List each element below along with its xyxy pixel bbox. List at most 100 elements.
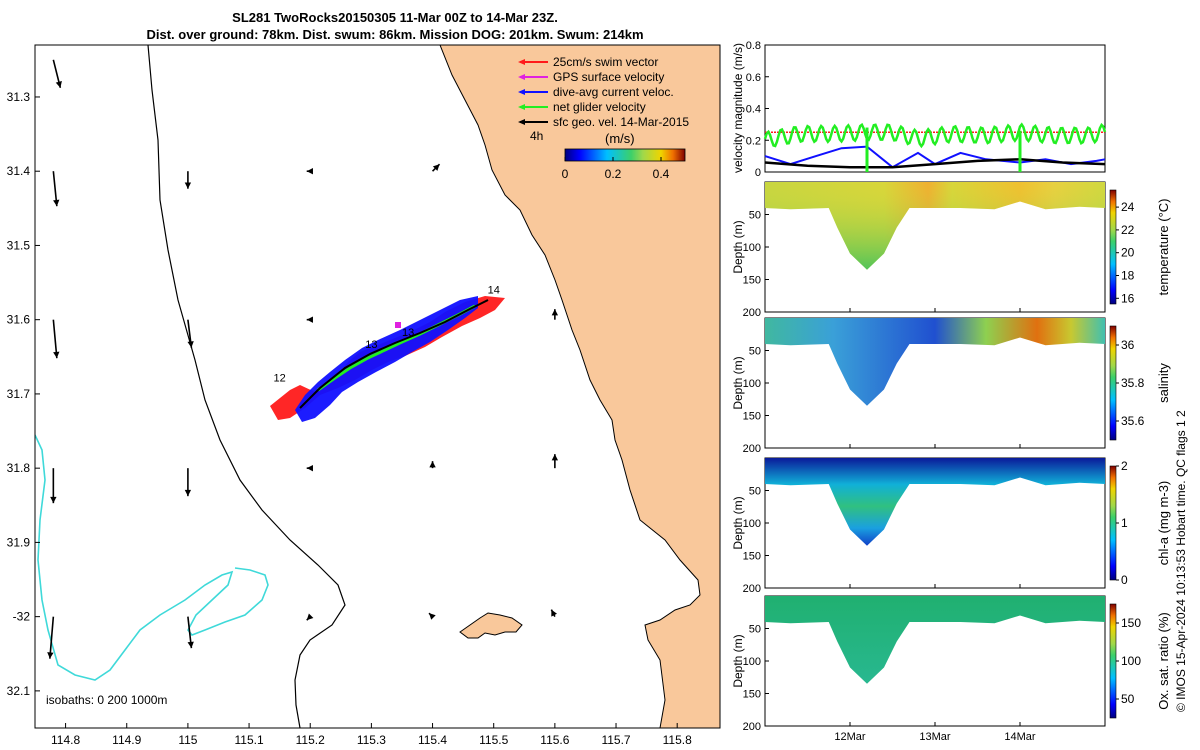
map-x-tick-label: 115.4 [418,733,447,747]
map-y-axis: 31.3 31.4 31.5 31.6 31.7 31.8 31.9 -32 32.1 [7,90,40,698]
colorbar-tick-label: 24 [1121,200,1135,214]
map-y-tick-label: 31.7 [7,387,31,401]
section-oxygen-field [765,596,1105,684]
map-y-tick-label: 31.3 [7,90,31,104]
map-x-tick-label: 114.8 [51,733,80,747]
geo-vector-arrow [52,171,60,207]
section-y-label: Depth (m) [731,220,745,273]
depth-tick-label: 100 [743,242,761,254]
map-y-tick-label: 32.1 [7,684,31,698]
velocity-series [763,122,1107,172]
velocity-y-axis: 0 0.2 0.4 0.6 0.8 [746,40,769,179]
section-y-label: Depth (m) [731,356,745,409]
speed-colorbar-ticks: 0 0.2 0.4 [562,157,670,181]
velocity-y-tick-label: 0.2 [746,135,761,147]
depth-tick-label: 200 [743,721,761,733]
map-x-tick-label: 115.6 [540,733,569,747]
geo-vector-arrow [52,59,62,89]
map-y-tick-label: -32 [13,610,31,624]
map-x-tick-label: 114.9 [112,733,141,747]
geo-vector-arrow [551,454,559,469]
section-chla-field [765,458,1105,546]
glider-track[interactable] [270,296,505,422]
rottnest-island [459,612,523,639]
colorbar-tick-label: 35.6 [1121,414,1145,428]
depth-tick-label: 150 [743,411,761,423]
velocity-y-tick-label: 0.4 [746,104,761,116]
legend-arrowhead [518,119,525,125]
legend-label: 25cm/s swim vector [553,55,658,69]
isobath-200m [147,45,346,728]
geo-vector-arrow [187,616,194,649]
section-panel-chla[interactable]: 50 100 150 200 Depth (m) 0 1 2 chl-a (mg m-3) [731,457,1171,595]
map-x-tick-label: 115.1 [234,733,263,747]
section-colorbar [1109,465,1117,581]
time-tick-label: 14Mar [1004,731,1036,743]
map-x-tick-label: 115.8 [663,733,692,747]
colorbar-title: (m/s) [605,131,635,146]
geo-vector-arrow [429,461,436,469]
map-frame [34,44,721,729]
geo-vector-field [47,59,559,659]
geo-vector-arrow [184,171,192,189]
section-panel-salinity[interactable]: 50 100 150 200 Depth (m) 35.6 35.8 36 salinity [731,317,1171,455]
footer-credit: © IMOS 15-Apr-2024 10:13:53 Hobart time.… [1174,410,1188,712]
colorbar-tick-label: 2 [1121,459,1128,473]
colorbar-tick-label: 20 [1121,246,1135,260]
colorbar-tick-label: 50 [1121,692,1135,706]
section-y-label: Depth (m) [731,634,745,687]
colorbar-tick-label: 36 [1121,338,1135,352]
colorbar-tick-label: 0 [562,167,569,181]
colorbar-tick-label: 0 [1121,573,1128,587]
depth-tick-label: 100 [743,378,761,390]
legend-item: 25cm/s swim vector [518,55,658,69]
colorbar-tick-label: 100 [1121,654,1141,668]
day-label: 14 [488,285,500,297]
map-x-tick-label: 115.2 [296,733,325,747]
isobath-1000m [35,434,269,681]
velocity-y-tick-label: 0.8 [746,40,761,52]
geo-vector-arrow [47,616,55,659]
map-x-tick-label: 115.7 [601,733,630,747]
section-temperature-deep-field [765,182,1105,270]
depth-tick-label: 150 [743,689,761,701]
section-panel-temperature[interactable]: 50 100 150 200 Depth (m) 16 18 20 22 24 temperatur… [731,181,1171,319]
geo-vector-arrow [306,613,314,621]
depth-tick-label: 50 [749,210,761,222]
colorbar-tick-label: 35.8 [1121,376,1145,390]
speed-colorbar [564,148,686,162]
geo-vector-arrow [306,168,313,175]
section-panel-oxygen[interactable]: 50 100 150 200 Depth (m) 50 100 150 Ox. sat. rat… [731,595,1171,733]
day-label: 13 [365,339,377,351]
colorbar-label: salinity [1156,363,1171,403]
map-panel[interactable]: 12 13 13 14 114.8 114.9 115 115.1 115.2 115.3 115… [7,44,721,747]
depth-tick-label: 150 [743,551,761,563]
legend-item: dive-avg current veloc. [518,85,674,99]
legend-item: sfc geo. vel. 14-Mar-2015 [518,115,689,129]
section-colorbar [1109,603,1117,719]
geo-vector-arrow [52,319,60,359]
geo-vector-arrow [428,612,436,620]
colorbar-label: chl-a (mg m-3) [1156,481,1171,566]
figure-title-line2: Dist. over ground: 78km. Dist. swum: 86k… [146,27,644,42]
velocity-y-tick-label: 0.6 [746,72,761,84]
velocity-series-net [763,122,1107,149]
depth-tick-label: 50 [749,486,761,498]
depth-tick-label: 200 [743,583,761,595]
velocity-panel[interactable]: 0 0.2 0.4 0.6 0.8 velocity magnitude (m/s) [731,40,1107,179]
depth-tick-label: 200 [743,443,761,455]
depth-tick-label: 50 [749,346,761,358]
colorbar-tick-label: 22 [1121,223,1135,237]
geo-vector-arrow [50,468,57,504]
map-y-tick-label: 31.8 [7,461,31,475]
section-colorbar [1109,189,1117,305]
velocity-series-geo [764,158,1106,169]
depth-tick-label: 150 [743,275,761,287]
map-x-tick-label: 115 [178,733,197,747]
colorbar-label: Ox. sat. ratio (%) [1156,612,1171,710]
legend-arrowhead [518,89,525,95]
geo-vector-arrow [306,464,313,472]
geo-vector-arrow [431,163,441,172]
velocity-y-label: velocity magnitude (m/s) [731,43,745,173]
